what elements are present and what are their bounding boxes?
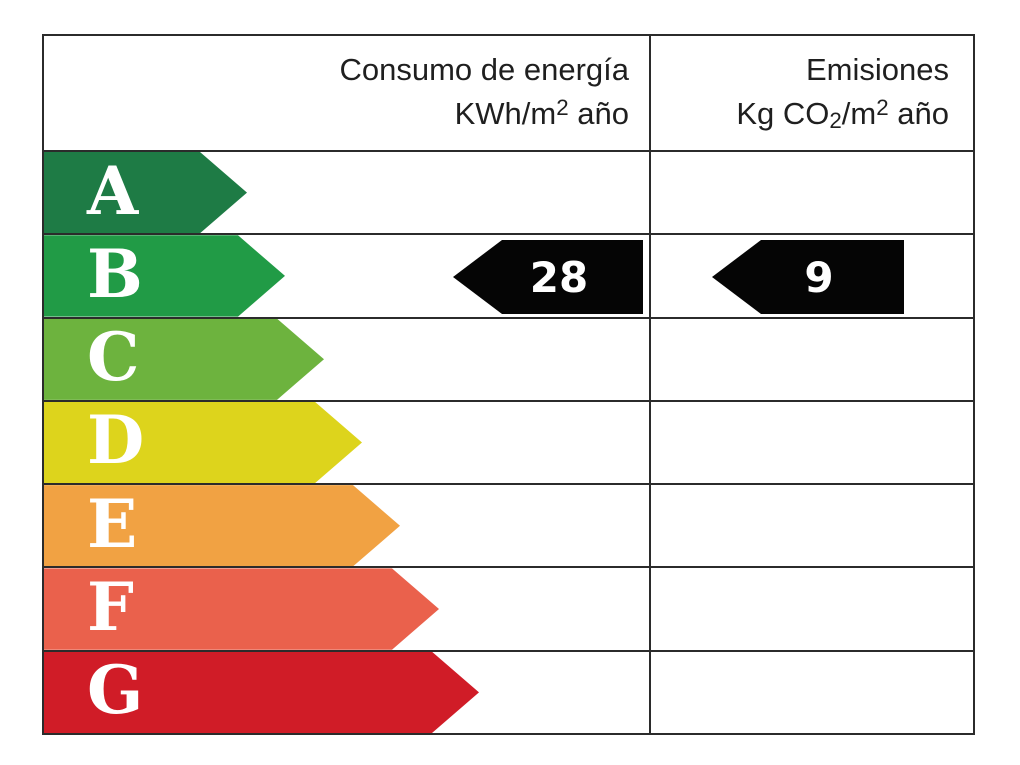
rating-row: F <box>44 566 973 650</box>
rating-letter: B <box>87 234 143 313</box>
consumption-unit: KWh/m2 año <box>454 95 629 131</box>
rating-letter: A <box>87 151 139 230</box>
rating-letter: F <box>87 568 134 647</box>
rating-letter: C <box>87 318 140 397</box>
rating-arrow: F <box>44 568 439 649</box>
rating-letter: E <box>87 484 138 563</box>
rating-arrow: G <box>44 652 479 733</box>
emissions-value: 9 <box>804 252 834 302</box>
rating-rows: A B C D E F G <box>44 150 973 733</box>
rating-arrow: E <box>44 485 400 566</box>
rating-row: G <box>44 649 973 733</box>
superscript-2: 2 <box>556 95 569 121</box>
header-consumption: Consumo de energía KWh/m2 año <box>44 36 649 150</box>
header-emissions: Emisiones Kg CO2/m2 año <box>649 36 973 150</box>
superscript-2: 2 <box>876 95 889 121</box>
rating-arrow: A <box>44 152 247 233</box>
emissions-unit: Kg CO2/m2 año <box>736 95 949 134</box>
rating-row: C <box>44 316 973 400</box>
rating-letter: G <box>87 651 144 730</box>
energy-rating-table: Consumo de energía KWh/m2 año Emisiones … <box>42 34 975 735</box>
rating-arrow: B <box>44 235 285 316</box>
table-header: Consumo de energía KWh/m2 año Emisiones … <box>44 36 973 150</box>
rating-row: A <box>44 150 973 234</box>
column-divider <box>649 36 651 733</box>
rating-letter: D <box>87 401 145 480</box>
rating-row: E <box>44 483 973 567</box>
rating-arrow: D <box>44 402 362 483</box>
rating-arrow: C <box>44 319 324 400</box>
emissions-title: Emisiones <box>806 51 949 87</box>
consumption-value: 28 <box>529 252 589 302</box>
subscript-2: 2 <box>829 108 842 134</box>
consumption-title: Consumo de energía <box>339 51 629 87</box>
rating-row: D <box>44 399 973 484</box>
